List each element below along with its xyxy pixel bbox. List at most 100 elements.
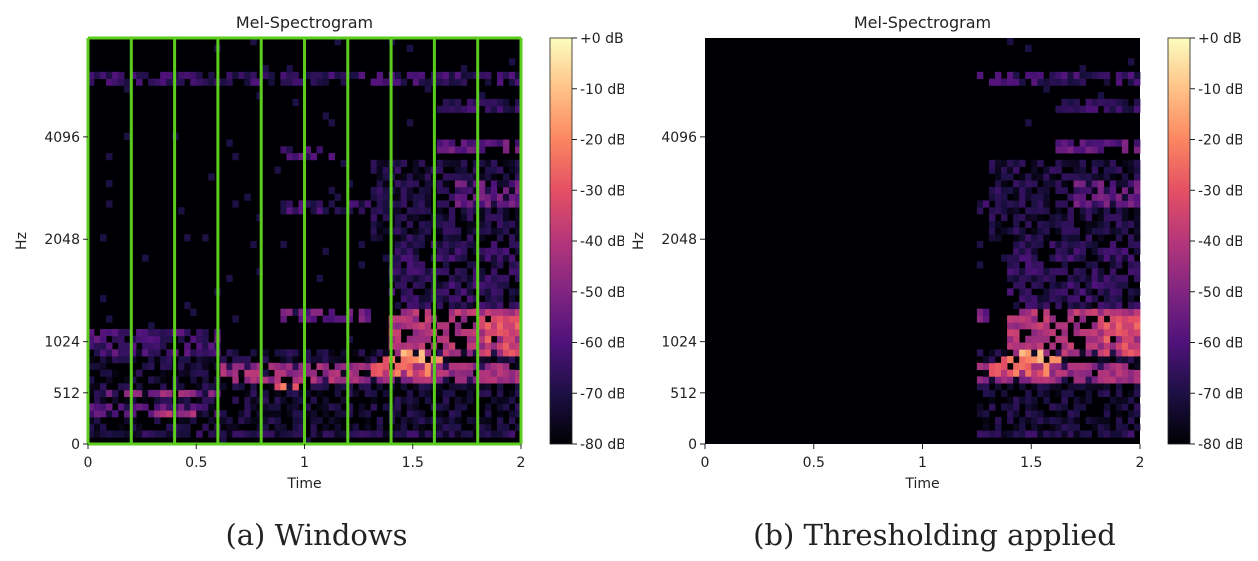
heatmap-cell xyxy=(322,349,329,357)
heatmap-cell xyxy=(508,301,516,310)
heatmap-cell xyxy=(1049,315,1056,323)
heatmap-cell xyxy=(514,247,522,255)
heatmap-cell xyxy=(514,328,522,337)
heatmap-cell xyxy=(995,416,1002,425)
heatmap-cell xyxy=(424,335,432,343)
heatmap-cell xyxy=(454,200,462,208)
heatmap-cell xyxy=(310,315,317,323)
heatmap-cell xyxy=(1079,383,1087,391)
heatmap-cell xyxy=(160,78,167,86)
heatmap-cell xyxy=(436,389,444,398)
heatmap-cell xyxy=(1007,166,1014,174)
heatmap-cell xyxy=(1115,220,1123,228)
heatmap-cell xyxy=(142,342,149,350)
heatmap-cell xyxy=(370,159,378,167)
heatmap-cell xyxy=(406,389,414,398)
heatmap-cell xyxy=(418,295,426,303)
heatmap-cell xyxy=(1043,362,1050,370)
heatmap-cell xyxy=(1091,241,1099,249)
heatmap-cell xyxy=(394,396,402,404)
heatmap-cell xyxy=(502,315,510,323)
heatmap-cell xyxy=(1049,220,1056,228)
heatmap-cell xyxy=(226,78,233,86)
heatmap-cell xyxy=(328,119,335,127)
heatmap-cell xyxy=(496,349,504,357)
heatmap-cell xyxy=(364,423,372,431)
heatmap-cell xyxy=(1019,254,1026,262)
heatmap-cell xyxy=(1025,369,1032,377)
heatmap-cell xyxy=(94,416,101,425)
heatmap-cell xyxy=(340,369,347,377)
heatmap-cell xyxy=(166,335,173,343)
heatmap-cell xyxy=(412,410,420,418)
heatmap-cell xyxy=(370,430,378,438)
heatmap-cell xyxy=(274,430,281,438)
heatmap-cell xyxy=(454,362,462,370)
heatmap-cell xyxy=(190,369,197,377)
heatmap-cell xyxy=(1127,186,1135,195)
heatmap-cell xyxy=(412,376,420,384)
heatmap-cell xyxy=(292,98,299,107)
heatmap-cell xyxy=(508,342,516,350)
heatmap-cell xyxy=(1025,193,1032,201)
heatmap-cell xyxy=(472,268,480,276)
heatmap-cell xyxy=(352,430,360,438)
heatmap-cell xyxy=(436,71,444,79)
heatmap-cell xyxy=(298,396,305,404)
heatmap-cell xyxy=(112,356,119,364)
heatmap-cell xyxy=(484,301,492,310)
heatmap-cell xyxy=(1115,301,1123,310)
heatmap-cell xyxy=(100,349,107,357)
heatmap-cell xyxy=(988,356,996,364)
heatmap-cell xyxy=(1097,369,1105,377)
heatmap-cell xyxy=(1061,247,1068,255)
heatmap-cell xyxy=(436,356,444,364)
heatmap-cell xyxy=(244,362,251,370)
heatmap-cell xyxy=(1067,315,1074,323)
heatmap-cell xyxy=(424,166,432,174)
heatmap-cell xyxy=(1025,295,1032,303)
heatmap-cell xyxy=(304,315,311,323)
heatmap-cell xyxy=(256,362,263,370)
heatmap-cell xyxy=(412,396,420,404)
heatmap-cell xyxy=(424,186,432,195)
heatmap-cell xyxy=(514,220,522,228)
heatmap-cell xyxy=(100,342,107,350)
heatmap-cell xyxy=(370,166,378,174)
heatmap-cell xyxy=(304,200,311,208)
heatmap-cell xyxy=(982,356,990,364)
heatmap-cell xyxy=(418,376,426,384)
heatmap-cell xyxy=(166,362,173,370)
heatmap-cell xyxy=(418,274,426,282)
heatmap-cell xyxy=(196,430,203,438)
heatmap-cell xyxy=(508,180,516,188)
heatmap-cell xyxy=(424,234,432,242)
heatmap-cell xyxy=(448,281,456,289)
heatmap-cell xyxy=(274,369,281,377)
heatmap-cell xyxy=(148,328,155,337)
heatmap-cell xyxy=(262,65,269,73)
heatmap-cell xyxy=(436,403,444,411)
heatmap-cell xyxy=(442,328,450,337)
heatmap-cell xyxy=(418,416,426,425)
heatmap-cell xyxy=(304,356,311,364)
heatmap-cell xyxy=(502,186,510,195)
heatmap-cell xyxy=(340,383,347,391)
heatmap-cell xyxy=(1121,430,1129,438)
heatmap-cell xyxy=(472,383,480,391)
heatmap-cell xyxy=(1061,71,1068,79)
heatmap-cell xyxy=(1109,166,1117,174)
heatmap-cell xyxy=(1031,295,1038,303)
heatmap-cell xyxy=(1067,295,1074,303)
heatmap-cell xyxy=(436,180,444,188)
heatmap-cell xyxy=(1007,356,1014,364)
heatmap-cell xyxy=(1109,180,1117,188)
heatmap-cell xyxy=(358,71,366,79)
heatmap-cell xyxy=(1109,254,1117,262)
heatmap-cell xyxy=(1085,180,1093,188)
heatmap-cell xyxy=(448,71,456,79)
heatmap-cell xyxy=(280,146,287,154)
heatmap-cell xyxy=(1067,71,1074,79)
heatmap-cell xyxy=(1085,328,1093,337)
heatmap-cell xyxy=(310,383,317,391)
